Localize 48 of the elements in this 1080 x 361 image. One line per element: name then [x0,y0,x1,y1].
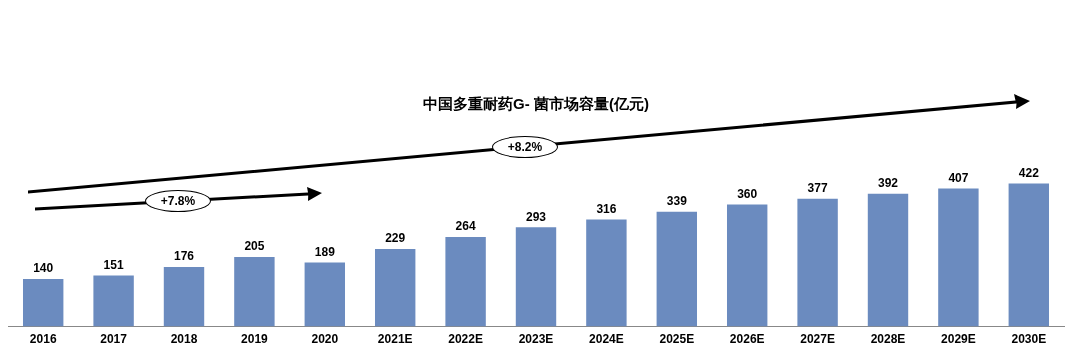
chart-title: 中国多重耐药G- 菌市场容量(亿元) [423,95,649,113]
x-tick-label: 2030E [1011,332,1047,347]
bar [375,248,416,327]
x-tick-label: 2019 [241,332,269,347]
annotation: +7.8% [145,190,211,212]
bar [867,193,909,327]
data-label: 140 [33,261,54,276]
bar [163,266,205,327]
data-label: 205 [244,239,265,254]
data-label: 151 [103,257,124,272]
x-tick-label: 2029E [941,332,976,347]
data-label: 407 [948,170,969,185]
bar [797,198,838,327]
x-tick-label: 2021E [377,332,413,347]
text: +8.2% [492,136,558,158]
x-tick-label: 2027E [800,332,835,347]
x-tick-label: 2016 [29,332,57,347]
x-tick-label: 2020 [311,332,339,347]
data-label: 360 [737,186,758,201]
x-tick-label: 2026E [729,332,765,347]
bar [93,275,134,327]
x-tick-label: 2022E [448,332,483,347]
bar [22,279,64,327]
data-label: 339 [666,193,688,208]
bar [234,257,275,327]
data-label: 316 [596,201,617,216]
x-tick-label: 2025E [659,332,695,347]
data-label: 422 [1018,165,1040,180]
bar [515,227,557,327]
bar [656,211,698,327]
data-label: 176 [173,249,195,264]
bar [445,237,486,327]
bar [1008,183,1050,327]
x-tick-label: 2023E [518,332,554,347]
x-tick-label: 2024E [589,332,624,347]
bar [304,262,346,327]
x-tick-label: 2017 [100,332,128,347]
x-tick-label: 2028E [870,332,906,347]
data-label: 229 [385,231,406,246]
bar [586,219,627,327]
data-label: 264 [455,219,476,234]
data-label: 392 [877,175,899,190]
x-tick-label: 2018 [170,332,198,347]
data-label: 377 [807,181,828,196]
bar [727,204,768,327]
data-label: 189 [314,244,336,259]
bar [938,188,979,327]
data-label: 293 [525,209,547,224]
